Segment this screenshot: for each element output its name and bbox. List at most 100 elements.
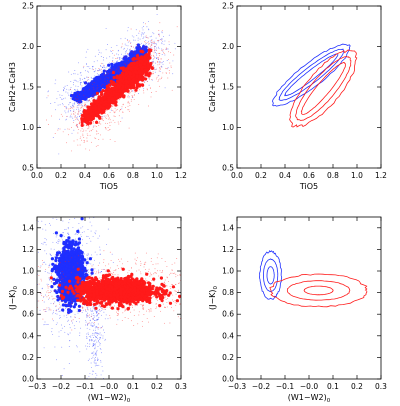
point [102,69,106,73]
point [105,83,107,85]
point [173,54,175,56]
point [86,97,88,99]
point [128,59,132,64]
point [118,115,120,117]
point [156,49,157,51]
point [107,83,111,87]
point [105,117,107,119]
point [111,76,113,78]
point [84,70,86,72]
point [69,107,71,109]
point [87,87,91,91]
point [107,77,109,79]
point [156,53,158,55]
point [128,52,132,56]
point [57,91,59,93]
point [99,68,101,70]
point [102,57,104,58]
point [89,335,91,337]
point [112,110,114,112]
point [70,73,72,75]
point [161,76,163,78]
point [129,50,131,52]
point [128,109,130,111]
point [87,128,89,130]
point [143,32,145,34]
point [84,106,86,108]
point [110,75,114,79]
point [105,122,107,124]
point [74,79,76,81]
point [156,76,158,78]
point [60,113,62,115]
point [114,100,118,104]
point [75,321,77,323]
point [91,66,93,68]
point [72,103,74,105]
point [162,50,164,52]
point [91,352,93,354]
point [143,62,147,66]
point [85,148,87,150]
point [103,269,105,271]
point [82,67,84,69]
point [143,44,145,45]
point [162,72,164,74]
point [130,42,131,44]
point [99,101,103,105]
point [107,100,111,104]
point [131,96,133,98]
point [92,126,94,128]
point [97,237,99,239]
point [57,129,59,131]
point [74,89,76,90]
point [66,142,68,144]
point [157,81,159,83]
point [91,106,95,110]
point [112,119,114,121]
point [143,88,145,90]
point [86,76,87,78]
point [96,374,98,376]
point [71,91,73,93]
point [157,40,159,42]
point [80,87,82,89]
point [87,252,89,254]
point [143,26,145,27]
point [100,56,102,57]
point [123,56,125,58]
point [141,50,145,54]
point [114,121,116,123]
point [106,74,108,76]
point [96,60,98,62]
point [159,39,161,40]
point [96,388,97,389]
point [112,78,114,80]
point [125,63,126,65]
point [161,43,163,45]
point [88,127,90,129]
point [89,320,91,322]
point [66,107,68,109]
point [97,133,99,135]
point [91,310,93,312]
panel-top-left: 0.0 0.2 0.4 0.6 0.8 1.0 1.20.51.01.52.02.5TiO5… [8,2,187,192]
x-tick-label: 1.2 [375,171,387,180]
point [118,95,122,99]
point [87,78,89,80]
point [77,119,79,121]
point [130,42,132,44]
point [102,72,106,76]
point [106,66,108,68]
point [112,91,116,95]
point [136,43,138,45]
point [105,112,106,114]
point [121,66,125,70]
point [158,79,160,81]
point [116,61,118,63]
point [90,102,95,106]
point [81,107,83,109]
point [82,104,83,106]
point [85,319,86,321]
point [92,83,96,87]
